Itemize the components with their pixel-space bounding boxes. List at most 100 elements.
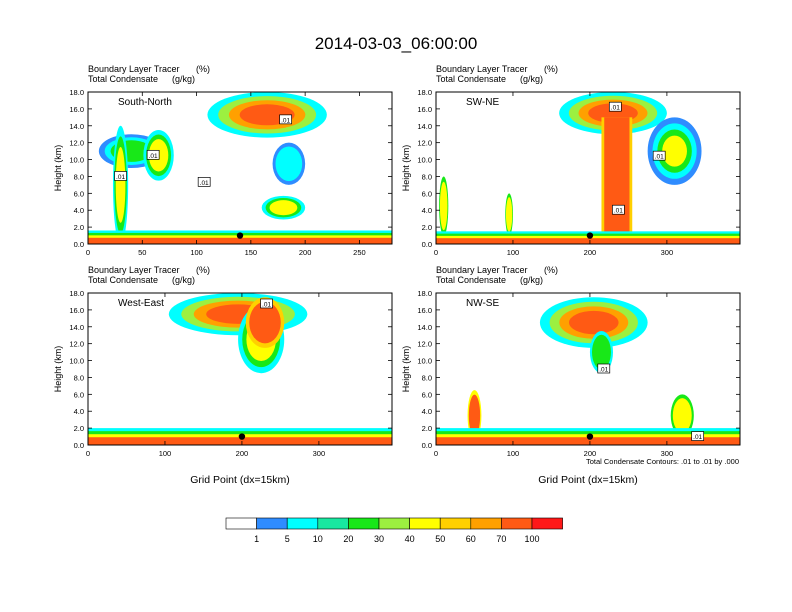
x-tick-label: 200 xyxy=(299,248,312,257)
panel-2: .01 .01 .01 0.0 2.0 4.0 6.0 8.0 10.0 12.0 14.0 16.0… xyxy=(401,64,741,257)
location-marker xyxy=(236,232,244,239)
tracer-fill-layer xyxy=(436,92,740,244)
panel-label: NW-SE xyxy=(466,298,499,309)
y-tick-label: 2.0 xyxy=(74,424,84,433)
y-axis-label: Height (km) xyxy=(53,346,63,393)
y-tick-label: 10.0 xyxy=(417,357,432,366)
contour-label-box xyxy=(612,204,625,215)
tracer-region-6-level-40 xyxy=(269,200,298,216)
x-tick-label: 150 xyxy=(245,248,258,257)
colorbar-label: 20 xyxy=(343,534,353,544)
tracer-region-3-level-40 xyxy=(662,135,687,167)
contour-label: .01 xyxy=(262,301,271,308)
right-title-line-2: (g/kg) xyxy=(172,275,195,285)
x-tick-label: 0 xyxy=(434,449,438,458)
left-title-line-2: Total Condensate xyxy=(88,74,158,84)
y-tick-label: 2.0 xyxy=(422,223,432,232)
contour-label-box xyxy=(114,171,127,181)
tracer-region-6-level-70 xyxy=(436,238,740,244)
y-tick-label: 14.0 xyxy=(69,323,84,332)
y-tick-label: 6.0 xyxy=(74,189,84,198)
tracer-fill-layer xyxy=(436,297,740,445)
y-axis-label: Height (km) xyxy=(401,346,411,393)
y-tick-label: 12.0 xyxy=(69,340,84,349)
colorbar-swatch xyxy=(409,517,441,530)
contour-label-box xyxy=(146,149,160,160)
left-title-line-2: Total Condensate xyxy=(436,74,506,84)
panels: .01 .01 .01 .01 0.0 2.0 4.0 6.0 8.0 10.0 12.0 14.0 1… xyxy=(53,64,741,458)
contour-label: .01 xyxy=(149,153,158,160)
x-tick-label: 300 xyxy=(661,449,674,458)
x-tick-label: 100 xyxy=(507,449,520,458)
tracer-region-2-level-70 xyxy=(604,117,630,244)
y-tick-label: 6.0 xyxy=(74,390,84,399)
contour-label-box xyxy=(597,363,611,374)
left-title-line-2: Total Condensate xyxy=(88,275,158,285)
y-tick-label: 16.0 xyxy=(417,306,432,315)
tracer-region-3-level-70 xyxy=(249,301,281,344)
colorbar-label: 70 xyxy=(496,534,506,544)
contour-label: .01 xyxy=(614,208,623,215)
y-tick-label: 16.0 xyxy=(69,105,84,114)
tracer-region-7-level-70 xyxy=(88,237,392,244)
colorbar: 1 5 10 20 30 40 50 60 70 100 xyxy=(225,517,563,544)
contour-label: .01 xyxy=(655,154,664,161)
y-tick-label: 6.0 xyxy=(422,390,432,399)
tracer-region-2-level-20 xyxy=(592,334,611,370)
x-tick-label: 50 xyxy=(138,248,146,257)
colorbar-label: 60 xyxy=(466,534,476,544)
x-tick-label: 300 xyxy=(313,449,326,458)
contour-label: .01 xyxy=(281,117,290,124)
panel-3: .01 0.0 2.0 4.0 6.0 8.0 10.0 12.0 14.0 16.0 18.0 0 1… xyxy=(53,265,393,458)
y-tick-label: 8.0 xyxy=(422,172,432,181)
y-tick-label: 14.0 xyxy=(69,122,84,131)
colorbar-swatch xyxy=(439,517,472,530)
x-tick-label: 200 xyxy=(584,248,597,257)
colorbar-label: 10 xyxy=(313,534,323,544)
colorbar-swatch xyxy=(470,517,502,530)
x-tick-label: 200 xyxy=(584,449,597,458)
x-tick-label: 0 xyxy=(434,248,438,257)
y-tick-label: 10.0 xyxy=(69,156,84,165)
right-title-line-2: (g/kg) xyxy=(172,74,195,84)
x-tick-label: 100 xyxy=(190,248,203,257)
right-title-line-1: (%) xyxy=(544,64,558,74)
right-title-line-2: (g/kg) xyxy=(520,275,543,285)
colorbar-swatch xyxy=(225,517,257,530)
contour-label: .01 xyxy=(611,105,620,112)
y-tick-label: 0.0 xyxy=(422,240,432,249)
contour-label-box xyxy=(608,101,622,112)
colorbar-label: 1 xyxy=(254,534,259,544)
contour-label-box xyxy=(691,431,705,441)
y-tick-label: 14.0 xyxy=(417,122,432,131)
y-tick-label: 6.0 xyxy=(422,189,432,198)
y-tick-label: 4.0 xyxy=(74,407,84,416)
colorbar-swatch xyxy=(256,517,288,530)
left-title-line-1: Boundary Layer Tracer xyxy=(88,265,180,275)
left-title-line-1: Boundary Layer Tracer xyxy=(436,265,528,275)
plot-frame xyxy=(87,91,393,245)
y-tick-label: 4.0 xyxy=(422,206,432,215)
y-tick-label: 14.0 xyxy=(417,323,432,332)
y-axis-label: Height (km) xyxy=(401,145,411,192)
x-tick-label: 200 xyxy=(236,449,249,458)
y-tick-label: 18.0 xyxy=(417,88,432,97)
right-title-line-1: (%) xyxy=(196,265,210,275)
x-tick-label: 0 xyxy=(86,449,90,458)
colorbar-label: 40 xyxy=(405,534,415,544)
x-tick-label: 100 xyxy=(507,248,520,257)
y-tick-label: 0.0 xyxy=(74,441,84,450)
location-marker xyxy=(586,232,594,239)
y-tick-label: 12.0 xyxy=(417,340,432,349)
colorbar-swatch xyxy=(531,517,563,530)
tracer-region-4-level-40 xyxy=(672,398,692,433)
y-tick-label: 8.0 xyxy=(422,373,432,382)
plot-frame xyxy=(435,91,741,245)
panel-1: .01 .01 .01 .01 0.0 2.0 4.0 6.0 8.0 10.0 12.0 14.0 1… xyxy=(53,64,393,257)
x-tick-label: 300 xyxy=(661,248,674,257)
left-title-line-1: Boundary Layer Tracer xyxy=(88,64,180,74)
tracer-region-5-level-5 xyxy=(275,146,303,182)
contour-label-box xyxy=(279,114,292,125)
y-tick-label: 18.0 xyxy=(69,289,84,298)
